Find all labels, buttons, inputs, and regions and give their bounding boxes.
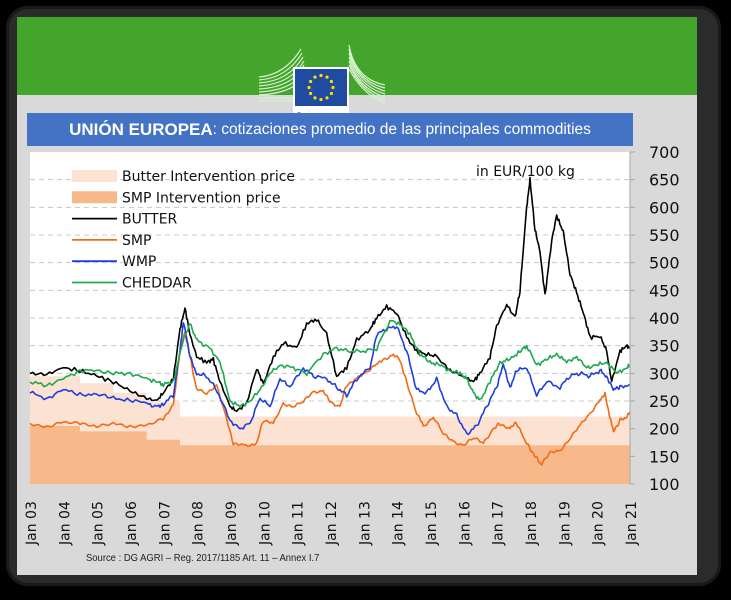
x-tick-label: Jan 06	[124, 501, 140, 546]
unit-annotation: in EUR/100 kg	[476, 164, 575, 180]
european-commission-logo: European Commission	[258, 44, 386, 129]
title-bold: UNIÓN EUROPEA	[69, 119, 213, 139]
x-tick-label: Jan 18	[524, 501, 540, 546]
legend-swatch	[72, 191, 117, 204]
y-tick-label: 450	[649, 281, 680, 300]
legend-label: CHEDDAR	[122, 276, 192, 292]
x-tick-label: Jan 08	[191, 501, 207, 546]
y-tick-label: 200	[649, 420, 680, 439]
x-tick-label: Jan 15	[424, 501, 440, 546]
eu-star	[309, 79, 313, 84]
legend-label: WMP	[122, 254, 156, 270]
y-tick-label: 100	[649, 475, 680, 494]
x-tick-label: Jan 13	[357, 501, 373, 546]
y-tick-label: 650	[649, 171, 680, 190]
y-tick-label: 150	[649, 447, 680, 466]
eu-star	[329, 79, 333, 84]
y-tick-label: 400	[649, 309, 680, 328]
eu-star	[329, 91, 333, 96]
x-tick-label: Jan 14	[391, 501, 407, 546]
eu-star	[313, 75, 317, 79]
series-line-butter	[29, 176, 631, 413]
eu-star	[313, 96, 317, 100]
x-tick-label: Jan 19	[557, 501, 573, 546]
area-smp-intervention	[30, 425, 630, 484]
x-tick-label: Jan 09	[224, 501, 240, 546]
y-tick-label: 600	[649, 198, 680, 217]
x-tick-label: Jan 11	[291, 501, 307, 546]
page-title: UNIÓN EUROPEA: cotizaciones promedio de …	[27, 113, 633, 146]
x-tick-label: Jan 12	[324, 501, 340, 546]
x-tick-label: Jan 17	[491, 501, 507, 546]
eu-star	[325, 75, 329, 79]
eu-star	[331, 85, 335, 90]
eu-star	[319, 97, 323, 102]
x-tick-label: Jan 04	[57, 501, 73, 546]
series-line-wmp	[29, 322, 631, 436]
eu-star	[307, 85, 311, 90]
title-rest: : cotizaciones promedio de las principal…	[212, 120, 591, 138]
x-tick-label: Jan 05	[91, 501, 107, 546]
x-tick-label: Jan 07	[157, 501, 173, 546]
x-tick-label: Jan 03	[24, 501, 40, 546]
y-tick-label: 550	[649, 226, 680, 245]
eu-stars-icon	[307, 73, 335, 102]
x-tick-label: Jan 21	[624, 501, 640, 546]
legend-label: BUTTER	[122, 212, 178, 228]
y-tick-label: 700	[649, 143, 680, 162]
legend-swatch	[72, 170, 117, 182]
source-note: Source : DG AGRI – Reg. 2017/1185 Art. 1…	[86, 552, 320, 564]
y-tick-label: 250	[649, 392, 680, 411]
legend-label: SMP Intervention price	[122, 190, 281, 206]
x-tick-label: Jan 16	[457, 501, 473, 546]
x-tick-label: Jan 10	[257, 501, 273, 546]
legend-label: SMP	[122, 233, 151, 249]
eu-star	[325, 96, 329, 100]
eu-star	[319, 73, 323, 78]
legend-label: Butter Intervention price	[122, 169, 295, 185]
y-tick-label: 500	[649, 254, 680, 273]
x-tick-label: Jan 20	[591, 501, 607, 546]
series-line-cheddar	[29, 319, 631, 408]
y-tick-label: 350	[649, 337, 680, 356]
eu-star	[309, 91, 313, 96]
y-tick-label: 300	[649, 364, 680, 383]
